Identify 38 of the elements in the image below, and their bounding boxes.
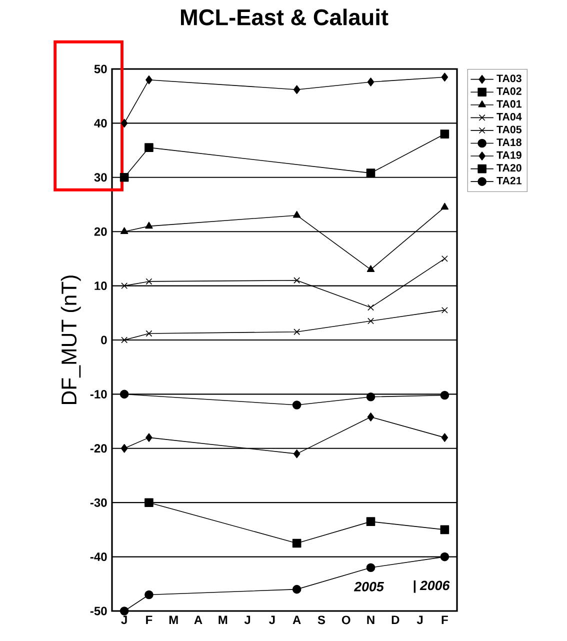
legend-label: TA19 [496,151,522,159]
y-tick-label: -30 [90,498,107,507]
legend-label: TA03 [496,74,522,82]
legend-label: TA18 [496,138,522,146]
legend-label: TA20 [496,164,522,172]
y-tick-label: -10 [90,390,107,398]
legend-label: TA01 [496,100,522,108]
x-tick-label: M [218,616,228,624]
y-tick-label: -40 [90,552,107,562]
x-tick-label: O [342,616,350,624]
x-tick-label: A [194,616,202,624]
y-tick-label: -20 [90,444,107,453]
y-tick-label: 10 [94,282,107,290]
legend-label: TA04 [496,112,522,120]
y-tick-label: -50 [90,606,107,616]
x-tick-label: J [269,616,275,624]
y-tick-label: 30 [94,173,107,182]
x-tick-label: M [169,616,178,624]
x-tick-label: A [292,616,301,624]
x-tick-label: F [146,616,152,624]
x-tick-label: J [121,616,127,624]
y-tick-label: 50 [94,64,107,74]
x-tick-label: D [392,616,400,624]
chart-title: MCL-East & Calauit [181,8,388,26]
annotation: | 2006 [414,580,450,593]
x-tick-label: J [416,616,423,624]
legend-label: TA02 [496,87,522,95]
legend-label: TA21 [496,176,522,184]
x-tick-label: S [318,616,325,624]
annotation: 2005 [354,582,384,592]
y-tick-label: 0 [101,336,107,344]
y-tick-label: 20 [94,227,107,236]
x-tick-label: F [442,616,448,624]
x-tick-label: N [367,616,374,624]
y-axis-title: DF_MUT (nT) [60,276,81,404]
y-tick-label: 40 [94,118,107,128]
x-tick-label: J [244,616,250,624]
legend-label: TA05 [496,126,522,134]
